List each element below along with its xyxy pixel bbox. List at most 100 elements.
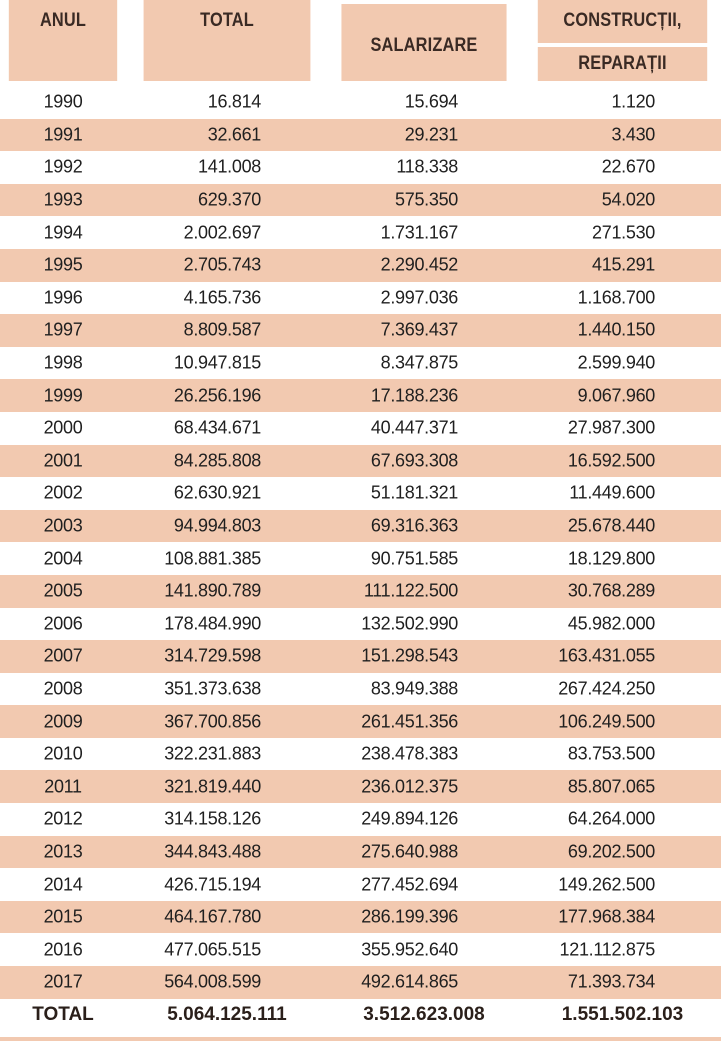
total-label: TOTAL (32, 1003, 94, 1025)
row-total: 16.814 (207, 91, 262, 112)
table-row: 1995 2.705.743 2.290.452 415.291 (0, 248, 721, 282)
row-year: 2010 (43, 743, 83, 764)
table-row: 1996 4.165.736 2.997.036 1.168.700 (0, 282, 721, 315)
table-row: 2003 94.994.803 69.316.363 25.678.440 (0, 509, 721, 543)
header-total-label: TOTAL (200, 10, 254, 31)
row-salaries: 29.231 (404, 124, 459, 145)
table-total-row: TOTAL 5.064.125.111 3.512.623.008 1.551.… (0, 999, 721, 1031)
row-total: 26.256.196 (173, 385, 261, 406)
row-total: 426.715.194 (164, 874, 261, 895)
row-total: 564.008.599 (164, 971, 261, 992)
table-row: 2010 322.231.883 238.478.383 83.753.500 (0, 738, 721, 771)
row-total: 62.630.921 (173, 482, 261, 503)
row-total: 32.661 (207, 124, 262, 145)
row-total: 4.165.736 (183, 287, 262, 308)
row-constructions: 69.202.500 (567, 841, 655, 862)
row-year: 2006 (43, 613, 83, 634)
row-constructions: 54.020 (601, 189, 656, 210)
header-repairs-label: REPARAȚII (578, 53, 667, 74)
row-salaries: 90.751.585 (370, 548, 458, 569)
row-year: 1997 (43, 319, 83, 340)
row-salaries: 15.694 (404, 91, 459, 112)
row-total: 477.065.515 (164, 939, 261, 960)
table-row: 2004 108.881.385 90.751.585 18.129.800 (0, 542, 721, 575)
row-total: 141.890.789 (164, 580, 261, 601)
row-constructions: 27.987.300 (567, 417, 655, 438)
row-constructions: 9.067.960 (577, 385, 656, 406)
row-constructions: 3.430 (611, 124, 655, 145)
table-row: 2007 314.729.598 151.298.543 163.431.055 (0, 640, 721, 673)
row-total: 464.167.780 (164, 906, 261, 927)
table-row: 2011 321.819.440 236.012.375 85.807.065 (0, 770, 721, 804)
row-constructions: 22.670 (601, 156, 656, 177)
row-constructions: 45.982.000 (567, 613, 655, 634)
row-year: 2009 (43, 711, 83, 732)
row-year: 1994 (43, 222, 83, 243)
row-constructions: 415.291 (592, 254, 655, 275)
row-salaries: 1.731.167 (380, 222, 459, 243)
row-constructions: 177.968.384 (558, 906, 655, 927)
row-year: 2007 (43, 645, 83, 666)
table-row: 2013 344.843.488 275.640.988 69.202.500 (0, 835, 721, 869)
row-year: 1999 (43, 385, 83, 406)
row-total: 10.947.815 (173, 352, 261, 373)
table-row: 1990 16.814 15.694 1.120 (0, 86, 721, 119)
row-total: 84.285.808 (173, 450, 261, 471)
row-year: 2013 (43, 841, 83, 862)
row-constructions: 267.424.250 (558, 678, 655, 699)
row-constructions: 106.249.500 (558, 711, 655, 732)
table-row: 2001 84.285.808 67.693.308 16.592.500 (0, 444, 721, 478)
row-total: 322.231.883 (164, 743, 261, 764)
table-row: 2017 564.008.599 492.614.865 71.393.734 (0, 966, 721, 999)
header-constructions-label: CONSTRUCȚII, (563, 10, 682, 31)
table-row: 2008 351.373.638 83.949.388 267.424.250 (0, 673, 721, 706)
row-year: 2017 (43, 971, 83, 992)
row-constructions: 11.449.600 (569, 482, 655, 503)
row-total: 2.002.697 (183, 222, 262, 243)
table-row: 2009 367.700.856 261.451.356 106.249.500 (0, 705, 721, 738)
row-constructions: 163.431.055 (558, 645, 655, 666)
row-constructions: 16.592.500 (567, 450, 655, 471)
row-year: 2012 (43, 808, 83, 829)
table-row: 2006 178.484.990 132.502.990 45.982.000 (0, 608, 721, 641)
row-total: 68.434.671 (173, 417, 261, 438)
row-constructions: 71.393.734 (567, 971, 655, 992)
row-year: 2005 (43, 580, 83, 601)
row-year: 1991 (43, 124, 83, 145)
table-row: 1991 32.661 29.231 3.430 (0, 118, 721, 152)
table-row: 2016 477.065.515 355.952.640 121.112.875 (0, 933, 721, 966)
total-salaries: 3.512.623.008 (363, 1003, 485, 1025)
row-year: 2014 (43, 874, 83, 895)
row-salaries: 8.347.875 (380, 352, 459, 373)
row-constructions: 83.753.500 (567, 743, 655, 764)
row-total: 321.819.440 (164, 776, 261, 797)
table-row: 1997 8.809.587 7.369.437 1.440.150 (0, 314, 721, 347)
row-constructions: 121.112.875 (559, 939, 656, 960)
table-row: 1994 2.002.697 1.731.167 271.530 (0, 216, 721, 249)
row-salaries: 277.452.694 (361, 874, 458, 895)
table-row: 2005 141.890.789 111.122.500 30.768.289 (0, 574, 721, 608)
header-salaries-label: SALARIZARE (370, 35, 478, 56)
row-salaries: 286.199.396 (361, 906, 458, 927)
table-row: 1993 629.370 575.350 54.020 (0, 183, 721, 217)
row-total: 2.705.743 (183, 254, 262, 275)
row-year: 2016 (43, 939, 83, 960)
row-constructions: 30.768.289 (567, 580, 655, 601)
row-total: 351.373.638 (164, 678, 261, 699)
row-salaries: 355.952.640 (361, 939, 458, 960)
row-total: 108.881.385 (164, 548, 261, 569)
header-repairs: REPARAȚII (537, 47, 708, 81)
row-salaries: 275.640.988 (361, 841, 458, 862)
row-year: 1996 (43, 287, 83, 308)
row-salaries: 7.369.437 (380, 319, 459, 340)
row-year: 1993 (43, 189, 83, 210)
row-year: 1990 (43, 91, 83, 112)
table-row: 2002 62.630.921 51.181.321 11.449.600 (0, 477, 721, 510)
row-year: 2001 (43, 450, 83, 471)
row-constructions: 18.129.800 (567, 548, 655, 569)
bottom-rule (0, 1037, 721, 1041)
table-body: 1990 16.814 15.694 1.120 1991 32.661 29.231 3.4… (0, 86, 721, 999)
table-header: ANUL TOTAL SALARIZARE CONSTRUCȚII, REPAR… (0, 0, 721, 86)
header-year-label: ANUL (39, 10, 87, 31)
